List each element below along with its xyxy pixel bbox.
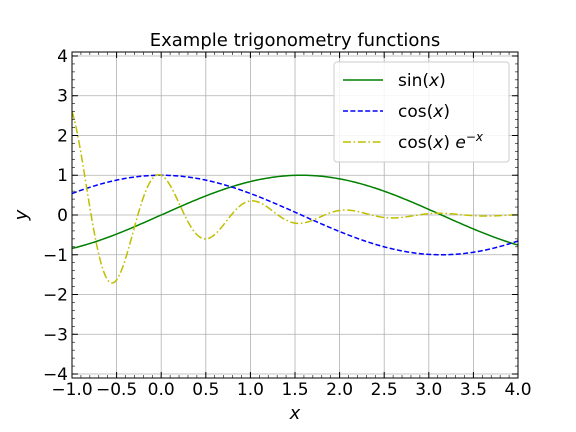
y-tick-label: 0: [57, 206, 68, 226]
legend-label-text: ): [443, 102, 450, 122]
x-tick-label: −1.0: [51, 380, 92, 400]
x-tick-label: 1.5: [281, 380, 308, 400]
legend: sin(x)cos(x)cos(x) e−x: [333, 61, 510, 163]
x-axis-label: x: [289, 403, 301, 424]
x-tick-label: 0.5: [192, 380, 219, 400]
legend-label-var: x: [432, 102, 444, 122]
legend-label-3: cos(x) e−x: [398, 130, 484, 153]
y-tick-label: 4: [57, 47, 68, 67]
legend-label-text: sin(: [398, 71, 429, 91]
series-group: [72, 111, 518, 284]
y-tick-label: −1: [43, 246, 68, 266]
x-tick-label: 3.5: [460, 380, 487, 400]
y-tick-label: −2: [43, 286, 68, 306]
x-tick-label: 3.0: [415, 380, 442, 400]
legend-label-text: ): [443, 133, 455, 153]
series-line-2: [72, 174, 518, 256]
y-tick-label: −3: [43, 325, 68, 345]
y-tick-label: 1: [57, 166, 68, 186]
x-tick-label: 2.0: [326, 380, 353, 400]
x-tick-label: −0.5: [96, 380, 137, 400]
x-tick-label: 2.5: [371, 380, 398, 400]
legend-label-exponent: −x: [466, 130, 484, 144]
legend-box: [333, 61, 510, 163]
x-tick-label: 4.0: [504, 380, 531, 400]
y-tick-label: −4: [43, 365, 68, 385]
legend-label-text: cos(: [398, 102, 433, 122]
series-line-1: [72, 174, 518, 250]
y-axis-label: y: [11, 209, 32, 221]
legend-label-exp-base: e: [455, 133, 465, 153]
y-tick-label: 3: [57, 87, 68, 107]
legend-label-text: cos(: [398, 133, 433, 153]
legend-label-var: x: [432, 133, 444, 153]
series-line-3: [72, 111, 518, 284]
legend-label-text: ): [439, 71, 446, 91]
legend-label-1: sin(x): [398, 71, 446, 91]
x-tick-label: 0.0: [148, 380, 175, 400]
chart-title: Example trigonometry functions: [150, 30, 440, 51]
axes: −1.0 −0.5 0.0 0.5 1.0 1.5 2.0 2.5 3.0 3.5 4.0 −4 −3 −…: [43, 47, 532, 400]
y-tick-label: 2: [57, 126, 68, 146]
legend-label-2: cos(x): [398, 102, 450, 122]
x-tick-label: 1.0: [237, 380, 264, 400]
legend-label-var: x: [428, 71, 440, 91]
